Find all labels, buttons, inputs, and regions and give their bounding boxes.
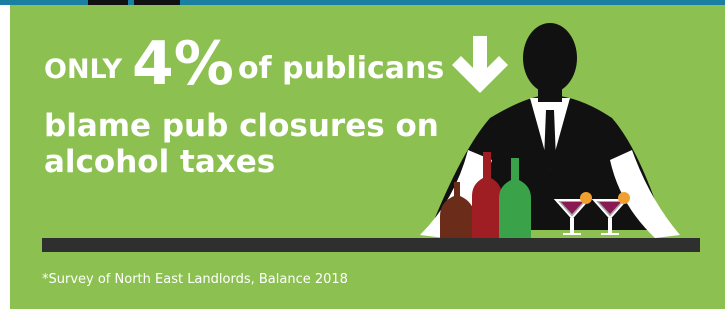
subhead-line: blame pub closures on: [44, 108, 439, 144]
top-shape: [134, 0, 180, 5]
top-shape: [88, 0, 128, 5]
headline-figure: 4%: [132, 29, 234, 99]
subhead-line: alcohol taxes: [44, 144, 275, 180]
infographic: ONLY 4% of publicans blame pub closures …: [0, 0, 725, 309]
headline-rest: of publicans: [238, 51, 444, 86]
headline-lead: ONLY: [44, 54, 123, 85]
footnote: *Survey of North East Landlords, Balance…: [42, 272, 348, 287]
bar-counter: [42, 238, 700, 252]
